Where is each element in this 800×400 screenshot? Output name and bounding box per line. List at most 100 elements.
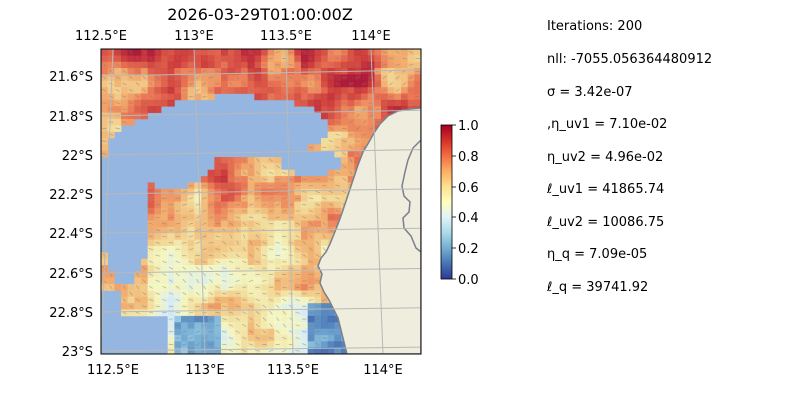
- heatmap-cell: [134, 303, 142, 310]
- heatmap-cell: [301, 245, 309, 253]
- heatmap-cell: [254, 252, 262, 260]
- heatmap-cell: [207, 245, 215, 253]
- heatmap-cell: [134, 49, 142, 56]
- heatmap-cell: [207, 182, 215, 190]
- heatmap-cell: [301, 207, 309, 215]
- quiver-arrow: [355, 50, 360, 54]
- quiver-arrow: [268, 298, 274, 302]
- heatmap-cell: [301, 220, 309, 228]
- heatmap-cell: [334, 99, 342, 107]
- quiver-arrow: [228, 324, 234, 327]
- heatmap-cell: [301, 80, 309, 88]
- quiver-arrow: [302, 241, 307, 245]
- heatmap-cell: [254, 201, 262, 209]
- heatmap-cell: [241, 265, 249, 272]
- heatmap-cell: [334, 125, 342, 132]
- heatmap-cell: [414, 61, 421, 69]
- quiver-arrow: [222, 241, 227, 245]
- quiver-arrow: [268, 171, 274, 175]
- heatmap-cell: [267, 61, 275, 69]
- heatmap-cell: [201, 214, 209, 221]
- quiver-arrow: [102, 140, 107, 142]
- heatmap-cell: [174, 290, 182, 298]
- heatmap-cell: [341, 347, 349, 354]
- heatmap-cell: [154, 106, 162, 113]
- heatmap-cell: [281, 315, 289, 323]
- quiver-arrow: [342, 190, 347, 194]
- heatmap-cell: [301, 347, 309, 354]
- quiver-arrow: [102, 102, 107, 104]
- heatmap-cell: [161, 61, 169, 69]
- quiver-arrow: [262, 330, 267, 334]
- heatmap-cell: [167, 207, 175, 215]
- quiver-arrow: [262, 88, 267, 92]
- heatmap-cell: [301, 258, 309, 266]
- heatmap-cell: [387, 61, 395, 69]
- heatmap-cell: [247, 80, 255, 88]
- heatmap-cell: [194, 220, 202, 228]
- quiver-arrow: [162, 260, 167, 263]
- heatmap-cell: [321, 87, 329, 94]
- heatmap-cell: [281, 277, 289, 285]
- heatmap-cell: [367, 93, 375, 101]
- heatmap-cell: [101, 93, 109, 101]
- heatmap-cell: [294, 87, 302, 94]
- quiver-arrow: [288, 292, 294, 295]
- heatmap-cell: [181, 296, 189, 304]
- quiver-arrow: [215, 57, 220, 60]
- quiver-arrow: [182, 203, 187, 206]
- heatmap-cell: [261, 233, 269, 241]
- heatmap-cell: [294, 252, 302, 260]
- heatmap-cell: [341, 118, 349, 126]
- quiver-arrow: [182, 292, 187, 296]
- heatmap-cell: [327, 233, 335, 241]
- quiver-arrow: [348, 145, 354, 150]
- heatmap-cell: [167, 93, 175, 101]
- quiver-arrow: [308, 184, 314, 187]
- quiver-arrow: [128, 88, 134, 92]
- colorbar-tick-label: 0.4: [458, 211, 479, 226]
- quiver-arrow: [229, 69, 233, 74]
- heatmap-cell: [347, 137, 355, 145]
- graticule: [101, 49, 421, 354]
- heatmap-cell: [234, 322, 242, 329]
- heatmap-cell: [274, 296, 282, 304]
- quiver-arrow: [175, 337, 180, 339]
- quiver-arrow: [102, 88, 107, 92]
- quiver-arrow: [288, 178, 294, 180]
- y-tick: 22.4°S: [49, 227, 93, 242]
- heatmap-cell: [347, 61, 355, 69]
- heatmap-cell: [221, 284, 229, 291]
- heatmap-cell: [227, 252, 235, 260]
- heatmap-cell: [174, 315, 182, 323]
- chart-title: 2026-03-29T01:00:00Z: [167, 5, 353, 24]
- heatmap-cell: [347, 150, 355, 158]
- heatmap-cell: [294, 315, 302, 323]
- heatmap-cell: [154, 258, 162, 266]
- quiver-arrow: [248, 216, 254, 219]
- heatmap-cell: [167, 284, 175, 291]
- quiver-arrow: [308, 299, 314, 301]
- heatmap-cell: [221, 322, 229, 329]
- heatmap-cell: [307, 239, 315, 247]
- heatmap-cell: [287, 182, 295, 190]
- parallel-line: [101, 227, 421, 234]
- quiver-arrow: [215, 70, 220, 72]
- heatmap-cell: [221, 245, 229, 253]
- heatmap-cell: [381, 55, 389, 63]
- heatmap-cell: [214, 290, 222, 298]
- heatmap-cell: [127, 284, 135, 291]
- quiver-arrow: [102, 152, 107, 155]
- heatmap-cell: [341, 106, 349, 113]
- quiver-arrow: [335, 57, 340, 60]
- heatmap-cell: [281, 328, 289, 336]
- quiver-arrow: [175, 260, 180, 263]
- heatmap-cell: [407, 80, 415, 88]
- heatmap-cell: [201, 303, 209, 310]
- heatmap-cell: [261, 271, 269, 279]
- quiver-arrow: [308, 324, 314, 327]
- quiver-arrow: [269, 95, 273, 99]
- y-tick: 22.6°S: [49, 267, 93, 282]
- quiver-arrow: [202, 82, 207, 86]
- heatmap-cell: [334, 201, 342, 209]
